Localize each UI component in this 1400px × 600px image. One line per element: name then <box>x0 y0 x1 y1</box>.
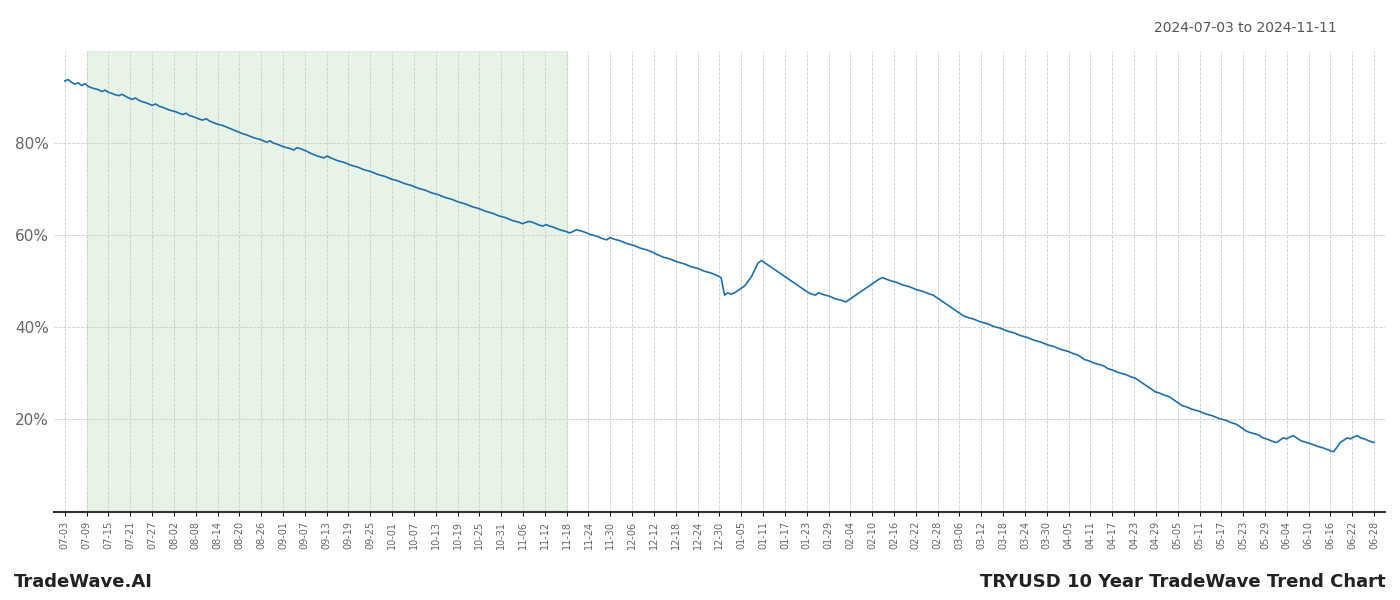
Bar <box>87 51 567 512</box>
Text: TradeWave.AI: TradeWave.AI <box>14 573 153 591</box>
Text: TRYUSD 10 Year TradeWave Trend Chart: TRYUSD 10 Year TradeWave Trend Chart <box>980 573 1386 591</box>
Text: 2024-07-03 to 2024-11-11: 2024-07-03 to 2024-11-11 <box>1154 21 1337 35</box>
